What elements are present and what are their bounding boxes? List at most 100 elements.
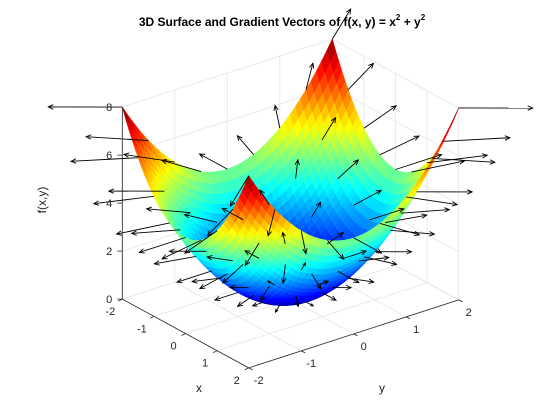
gradient-vector [353,189,383,206]
surface-patch [326,38,336,63]
gradient-vector [321,292,337,301]
gradient-vector [306,301,315,307]
wall-gridline [122,86,333,156]
y-tick-label: 1 [413,324,419,336]
gradient-vector [176,270,212,284]
gradient-vector [337,270,360,284]
gradient-vector [206,208,234,237]
gradient-vector [300,261,307,271]
gradient-vector [236,294,255,307]
y-tick-mark [301,350,306,354]
gradient-vector [342,249,368,259]
title-mid: + y [400,15,421,29]
gradient-vector [206,255,233,262]
gradient-vector [153,255,197,266]
gradient-vector [198,273,228,290]
x-tick-mark [181,333,186,336]
gradient-vector [369,207,405,221]
gradient-vector [347,62,375,91]
x-tick-mark [149,315,155,319]
x-tick-label: 1 [202,358,208,370]
gradient-vector [221,263,244,284]
gradient-vector [384,213,428,224]
gradient-vector [161,239,202,260]
gradient-vector [353,237,383,254]
chart-title: 3D Surface and Gradient Vectors of f(x, … [139,13,426,29]
gradient-vector [326,232,345,245]
gradient-vector [191,277,223,284]
gradient-vector [321,116,337,141]
title-main: 3D Surface and Gradient Vectors of f(x, … [139,15,396,29]
gradient-vector [337,159,360,180]
gradient-vector [281,264,287,285]
gradient-vector [107,188,165,194]
gradient-vector [47,104,123,110]
gradient-vector [221,207,244,221]
gradient-vector [379,222,421,237]
x-axis-label: x [196,381,202,395]
gradient-vector [379,135,420,156]
surface-patch [122,106,131,127]
surface-patch [450,107,459,127]
x-tick-mark [212,350,218,354]
y-tick-label: 0 [361,341,367,353]
gradient-vector [183,213,217,223]
wall-gridline [332,86,459,157]
gradient-vector [311,201,322,218]
gradient-vector [406,196,459,207]
gradient-vector [363,105,398,129]
wall-gridline [332,38,459,109]
gradient-vector [244,242,260,267]
title-sup-1: 2 [396,13,401,22]
gradient-vector [364,256,398,266]
z-tick-label: 8 [106,102,112,114]
z-tick-label: 0 [106,294,112,306]
gradient-vector [427,153,489,164]
x-tick-label: 0 [170,341,176,353]
gradient-vector [228,284,249,291]
gradient-vector [115,222,170,236]
x-tick-label: 2 [234,375,240,387]
gradient-vector [458,105,534,111]
gradient-vector [259,285,270,302]
gradient-vector [400,207,451,214]
z-tick-label: 6 [106,150,112,162]
gradient-vector [266,209,276,237]
title-sup-2: 2 [421,13,426,22]
gradient-vector [84,134,149,142]
wall-gridline [122,38,333,108]
gradient-vector [300,230,308,255]
floor-gridline-y [174,281,302,352]
gradient-vector [236,134,254,155]
gradient-vector [69,157,139,164]
gradient-vector [327,240,345,261]
y-tick-mark [353,333,358,337]
gradient-vector [332,284,353,291]
z-tick-label: 4 [106,198,112,210]
gradient-vector [198,153,228,170]
z-tick-label: 2 [106,246,112,258]
gradient-vector [122,152,175,163]
y-tick-label: -1 [306,358,316,370]
x-tick-mark [244,367,249,371]
gradient-vector [138,237,186,254]
gradient-vector [390,229,436,237]
gradient-vector [331,8,352,40]
x-tick-label: -2 [105,306,115,318]
gradient-vector [416,189,474,195]
gradient-vector [229,175,250,207]
gradient-vector [130,229,181,236]
axes [117,106,463,371]
gradient-vector [273,104,281,129]
gradient-vector [311,273,322,290]
x-tick-label: -1 [137,323,147,335]
gradient-vector [213,292,239,302]
gradient-vector [259,189,270,206]
z-axis-label: f(x,y) [35,187,49,214]
gradient-vector [295,295,300,308]
y-tick-label: 2 [466,307,472,319]
gradient-vector [160,158,202,173]
gradient-vector [305,62,315,90]
gradient-vector [251,301,265,307]
